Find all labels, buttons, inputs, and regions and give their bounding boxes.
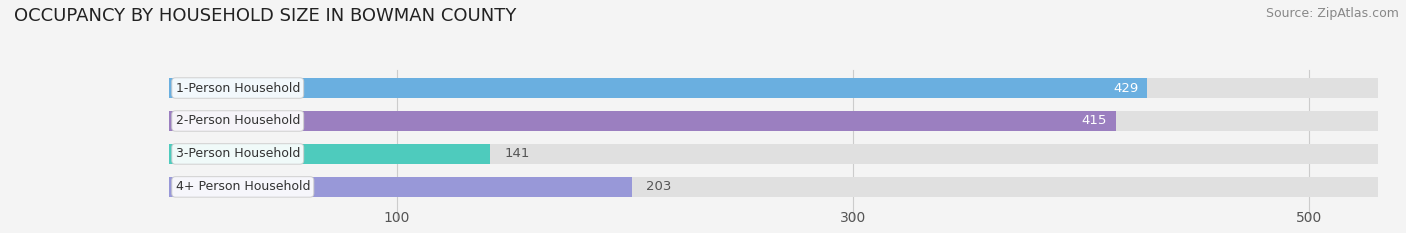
Text: 141: 141 — [505, 147, 530, 161]
Bar — [169, 144, 491, 164]
Text: Source: ZipAtlas.com: Source: ZipAtlas.com — [1265, 7, 1399, 20]
Text: 429: 429 — [1114, 82, 1139, 95]
Bar — [169, 111, 1115, 131]
Text: 203: 203 — [645, 180, 671, 193]
Text: 1-Person Household: 1-Person Household — [176, 82, 299, 95]
Bar — [169, 177, 631, 197]
Text: 4+ Person Household: 4+ Person Household — [176, 180, 311, 193]
Bar — [169, 78, 1378, 98]
Bar — [169, 177, 1378, 197]
Bar — [169, 144, 1378, 164]
Bar — [169, 111, 1378, 131]
Text: 2-Person Household: 2-Person Household — [176, 114, 299, 127]
Text: 415: 415 — [1081, 114, 1107, 127]
Bar — [169, 78, 1147, 98]
Text: OCCUPANCY BY HOUSEHOLD SIZE IN BOWMAN COUNTY: OCCUPANCY BY HOUSEHOLD SIZE IN BOWMAN CO… — [14, 7, 516, 25]
Text: 3-Person Household: 3-Person Household — [176, 147, 299, 161]
